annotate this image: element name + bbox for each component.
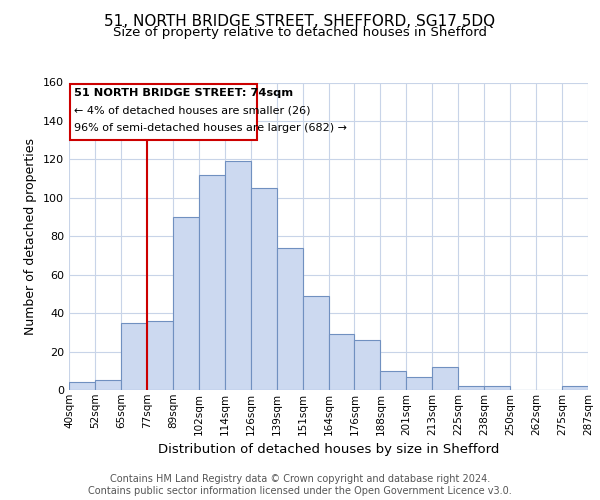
Bar: [302, 296, 329, 390]
Bar: [70, 84, 257, 140]
Bar: [225, 162, 251, 390]
Text: 51, NORTH BRIDGE STREET, SHEFFORD, SG17 5DQ: 51, NORTH BRIDGE STREET, SHEFFORD, SG17 …: [104, 14, 496, 29]
Bar: [121, 322, 147, 390]
Bar: [329, 334, 355, 390]
Bar: [69, 382, 95, 390]
Bar: [433, 367, 458, 390]
Bar: [458, 386, 484, 390]
Bar: [380, 371, 406, 390]
Text: 96% of semi-detached houses are larger (682) →: 96% of semi-detached houses are larger (…: [74, 123, 347, 133]
Bar: [355, 340, 380, 390]
Bar: [562, 386, 588, 390]
Bar: [484, 386, 510, 390]
Text: ← 4% of detached houses are smaller (26): ← 4% of detached houses are smaller (26): [74, 106, 311, 116]
Bar: [406, 376, 432, 390]
X-axis label: Distribution of detached houses by size in Shefford: Distribution of detached houses by size …: [158, 443, 499, 456]
Bar: [251, 188, 277, 390]
Text: Contains HM Land Registry data © Crown copyright and database right 2024.: Contains HM Land Registry data © Crown c…: [110, 474, 490, 484]
Bar: [95, 380, 121, 390]
Bar: [173, 217, 199, 390]
Bar: [277, 248, 302, 390]
Bar: [199, 175, 224, 390]
Bar: [147, 321, 173, 390]
Y-axis label: Number of detached properties: Number of detached properties: [25, 138, 37, 335]
Text: Size of property relative to detached houses in Shefford: Size of property relative to detached ho…: [113, 26, 487, 39]
Text: Contains public sector information licensed under the Open Government Licence v3: Contains public sector information licen…: [88, 486, 512, 496]
Text: 51 NORTH BRIDGE STREET: 74sqm: 51 NORTH BRIDGE STREET: 74sqm: [74, 88, 293, 99]
